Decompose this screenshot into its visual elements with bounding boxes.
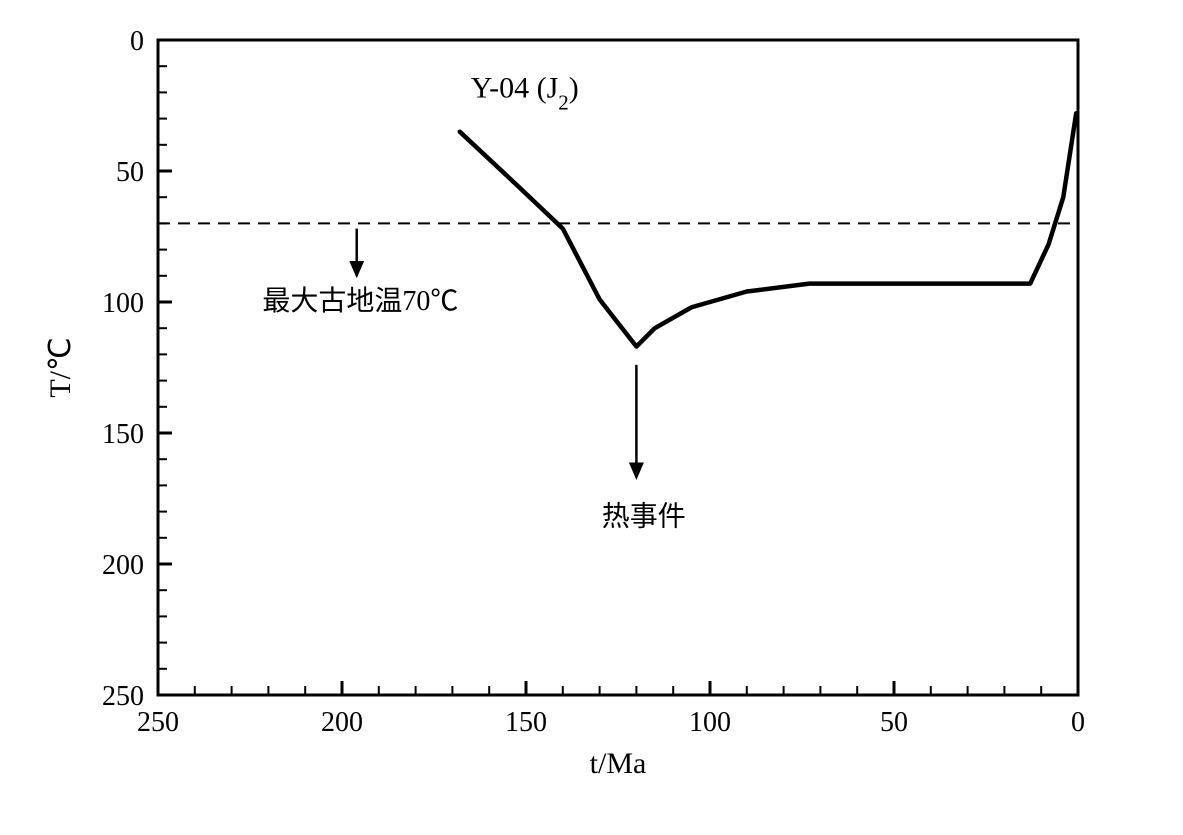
svg-text:150: 150 [505, 707, 547, 738]
svg-text:250: 250 [102, 681, 144, 712]
svg-text:0: 0 [1071, 707, 1085, 738]
svg-text:50: 50 [116, 157, 144, 188]
svg-text:t/Ma: t/Ma [590, 747, 647, 780]
svg-text:最大古地温70℃: 最大古地温70℃ [262, 285, 458, 317]
svg-text:50: 50 [880, 707, 908, 738]
svg-text:热事件: 热事件 [602, 500, 686, 532]
thermal-history-chart: 250200150100500050100150200250t/MaT/℃Y-0… [0, 0, 1183, 835]
svg-text:150: 150 [102, 419, 144, 450]
svg-text:100: 100 [102, 288, 144, 319]
svg-text:200: 200 [321, 707, 363, 738]
svg-text:0: 0 [130, 26, 144, 57]
svg-text:200: 200 [102, 550, 144, 581]
svg-text:Y-04 (J2): Y-04 (J2) [471, 72, 579, 115]
svg-text:100: 100 [689, 707, 731, 738]
svg-text:T/℃: T/℃ [44, 337, 77, 397]
